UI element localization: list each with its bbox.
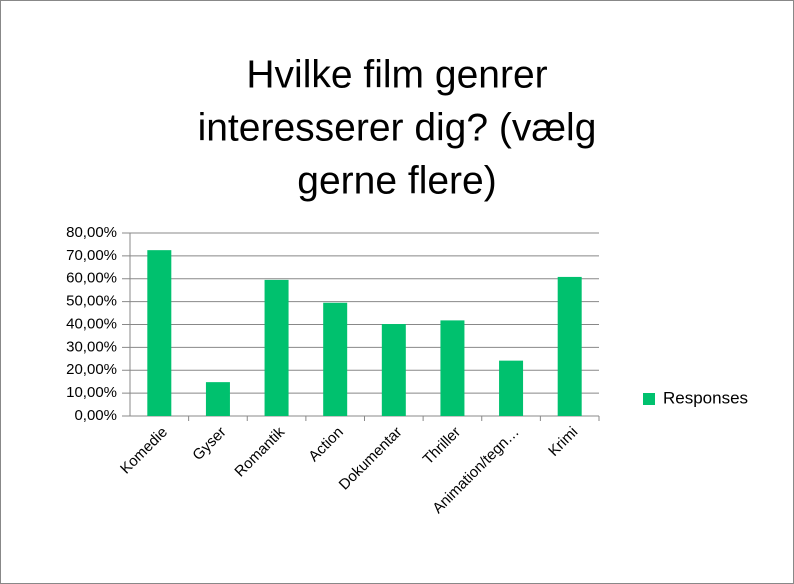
y-tick-label: 70,00% [66,247,117,264]
y-tick-label: 50,00% [66,293,117,310]
legend-swatch [643,393,655,405]
y-tick-label: 0,00% [74,407,117,424]
bar [440,320,465,416]
bar [381,324,406,416]
y-tick-label: 20,00% [66,361,117,378]
bar [499,360,524,416]
bar [264,279,289,416]
y-tick-label: 60,00% [66,270,117,287]
bar [557,276,582,416]
y-tick-label: 40,00% [66,315,117,332]
y-tick-label: 80,00% [66,224,117,241]
chart-title: gerne flere) [297,159,496,202]
bar [205,382,230,416]
legend-label: Responses [663,388,748,407]
bar [147,250,172,416]
y-tick-label: 30,00% [66,338,117,355]
y-tick-label: 10,00% [66,384,117,401]
bar [323,302,348,416]
chart-title: interesserer dig? (vælg [198,106,597,149]
chart-title: Hvilke film genrer [246,53,547,96]
